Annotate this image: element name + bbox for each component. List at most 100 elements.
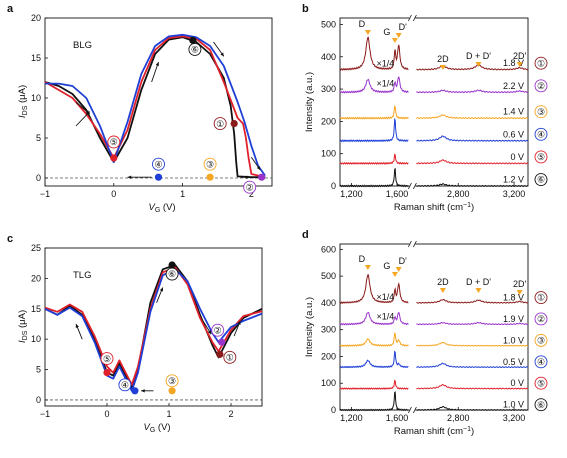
sweep-arrow-head [256, 166, 261, 170]
peak-label: 2D' [513, 51, 527, 61]
raman-spectrum-low [339, 105, 409, 120]
raman-spectrum-low [339, 36, 409, 71]
y-tick-label: 400 [321, 52, 336, 62]
peak-marker [364, 30, 371, 35]
voltage-label: 2.2 V [503, 81, 524, 91]
y-tick-label: 0 [331, 405, 336, 415]
state-marker-2 [211, 323, 225, 337]
y-tick-label: 300 [321, 325, 336, 335]
state-label-1: ① [537, 58, 545, 68]
voltage-label: 1.9 V [503, 314, 524, 324]
state-marker-5 [534, 150, 548, 164]
state-label-6: ⑥ [168, 269, 176, 279]
plot-frame-d [339, 243, 529, 411]
y-axis-label-d: Intensity (a.u.) [304, 297, 315, 357]
state-dot-3 [168, 387, 176, 395]
voltage-label: 0 V [510, 378, 524, 388]
y-tick-label: 0 [331, 181, 336, 191]
state-dot-6 [168, 261, 176, 269]
state-dot-4 [131, 387, 139, 395]
transfer-curve-1 [44, 36, 266, 179]
state-dot-6 [189, 36, 197, 45]
state-marker-6 [188, 42, 202, 56]
x-tick-label: 1,200 [340, 189, 363, 199]
panel-letter-d: d [302, 229, 309, 241]
x-axis-label-a: VG (V) [149, 202, 176, 214]
raman-spectrum-high [416, 89, 529, 94]
sweep-arrow-head [159, 287, 164, 292]
state-marker-4 [118, 378, 132, 392]
scale-note: ×1/4 [376, 312, 394, 322]
state-label-5: ⑤ [110, 137, 118, 147]
axis-break-mark [413, 406, 417, 414]
scale-note: ×1/4 [376, 78, 394, 88]
voltage-label: 0.6 V [503, 129, 524, 139]
raman-spectrum-high [416, 383, 529, 390]
peak-label: D [359, 254, 366, 264]
state-marker-3 [165, 374, 179, 388]
raman-spectrum-low [339, 153, 409, 165]
state-label-6: ⑥ [537, 175, 545, 185]
axis-break-mask [409, 15, 416, 21]
state-dot-1 [216, 350, 224, 358]
x-tick-label: 2 [249, 189, 254, 199]
state-marker-1 [534, 291, 548, 304]
peak-label: D [359, 19, 366, 29]
sample-label-c: TLG [73, 270, 91, 281]
raman-spectrum-low [339, 274, 409, 304]
state-marker-6 [534, 398, 548, 412]
raman-spectrum-low [339, 311, 409, 326]
voltage-label: 1.8 V [503, 293, 524, 303]
peak-marker [475, 62, 482, 67]
state-marker-2 [243, 180, 257, 194]
x-tick-label: 3,200 [503, 189, 526, 199]
y-tick-label: 5 [36, 133, 41, 143]
peak-marker [439, 288, 446, 293]
state-marker-4 [534, 355, 548, 369]
x-tick-label: −1 [40, 409, 50, 419]
peak-label: D' [399, 256, 407, 266]
sample-label-a: BLG [73, 40, 92, 51]
state-marker-4 [152, 157, 165, 171]
x-tick-label: 0 [111, 189, 116, 199]
voltage-label: 1.0 V [503, 400, 524, 410]
y-tick-label: 200 [321, 351, 336, 361]
plot-frame-a [44, 17, 273, 187]
transfer-curve-2 [44, 266, 263, 386]
y-tick-label: 100 [321, 149, 336, 159]
y-tick-label: 15 [31, 304, 41, 314]
raman-spectrum-high [416, 183, 529, 188]
panel-letter-a: a [7, 3, 14, 15]
state-marker-1 [223, 350, 237, 364]
scale-note: ×1/4 [376, 292, 394, 302]
sweep-arrow-head [207, 330, 212, 335]
raman-spectrum-low [339, 391, 409, 412]
raman-spectrum-high [416, 64, 529, 71]
x-tick-label: −1 [40, 189, 50, 199]
state-label-4: ④ [154, 159, 162, 169]
state-marker-2 [534, 79, 548, 93]
voltage-label: 0.5 V [503, 357, 524, 367]
axis-break-mask [409, 183, 416, 189]
state-label-5: ⑤ [537, 378, 545, 388]
state-marker-3 [534, 105, 548, 119]
raman-spectrum-high [416, 114, 529, 120]
state-marker-1 [213, 117, 227, 131]
peak-label: G [383, 261, 390, 271]
y-tick-label: 600 [321, 244, 336, 254]
y-tick-label: 20 [31, 13, 41, 23]
y-axis-label-b: Intensity (a.u.) [304, 72, 315, 132]
state-dot-5 [103, 368, 111, 377]
x-tick-label: 0 [104, 409, 109, 419]
panel-letter-c: c [7, 233, 13, 245]
peak-marker [395, 33, 402, 38]
peak-marker [391, 272, 398, 277]
peak-label: D' [399, 22, 407, 32]
state-label-2: ② [214, 325, 222, 335]
state-dot-5 [110, 154, 118, 162]
state-marker-3 [203, 157, 217, 171]
transfer-curve-2 [44, 35, 266, 179]
state-label-3: ③ [537, 107, 545, 117]
x-tick-label: 2,800 [447, 189, 470, 199]
x-tick-label: 3,200 [503, 413, 526, 423]
